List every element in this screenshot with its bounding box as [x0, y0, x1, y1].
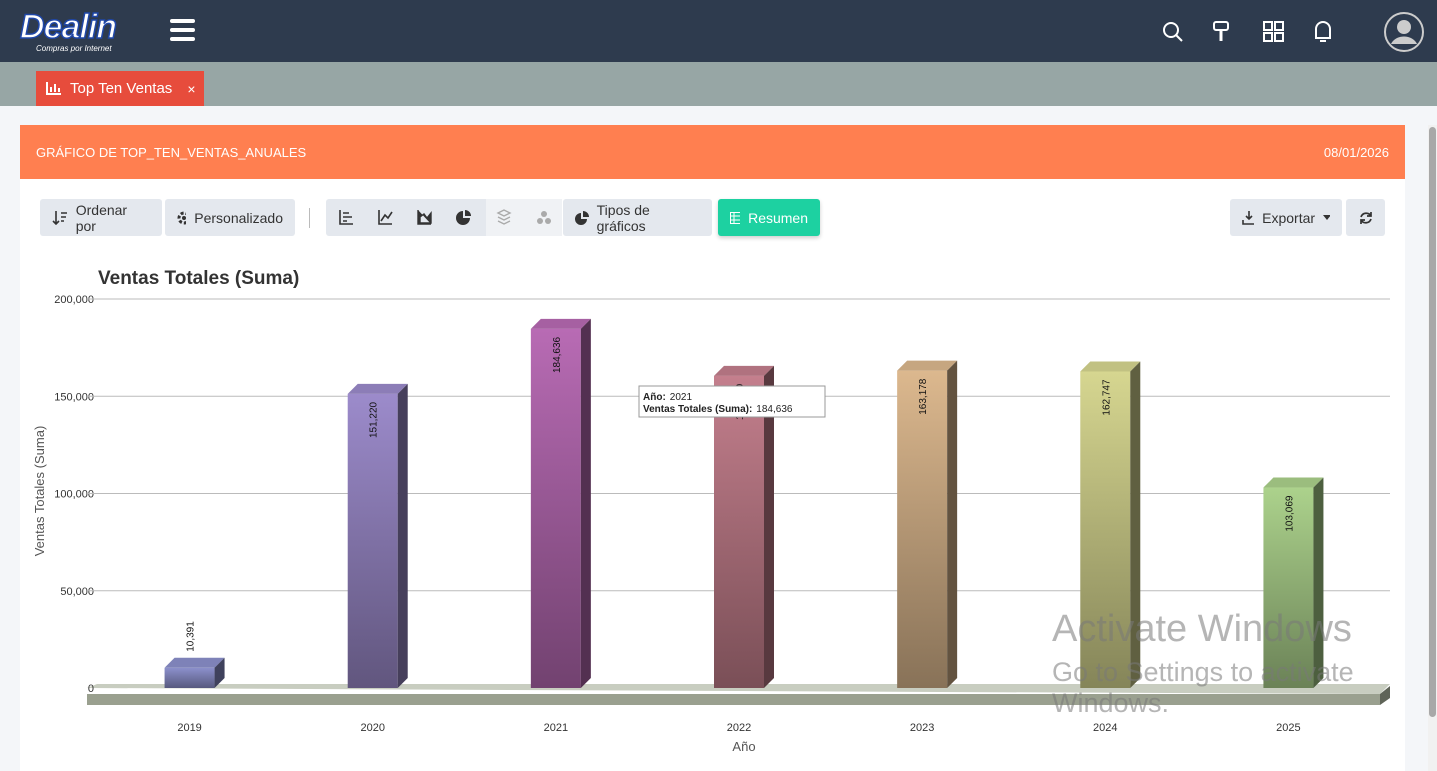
export-label: Exportar	[1262, 209, 1316, 226]
refresh-button[interactable]	[1346, 199, 1385, 236]
bar	[897, 370, 948, 688]
tooltip-key: Ventas Totales (Suma):	[643, 404, 752, 415]
sort-label: Ordenar por	[75, 201, 128, 234]
nav-icons[interactable]	[1160, 20, 1340, 44]
bar-top	[164, 657, 225, 668]
chart-title: Ventas Totales (Suma)	[98, 268, 299, 289]
tooltip-line: Año: 2021	[643, 392, 692, 403]
x-tick-label: 2025	[1276, 722, 1300, 734]
bar	[164, 667, 215, 688]
y-tick-label: 200,000	[54, 294, 94, 306]
avatar[interactable]	[1383, 11, 1425, 53]
data-label: 103,069	[1284, 495, 1295, 532]
data-label: 184,636	[552, 336, 563, 373]
bar-side	[764, 365, 774, 688]
data-label: 163,178	[918, 378, 929, 415]
data-label: 162,747	[1101, 379, 1112, 416]
y-axis-title: Ventas Totales (Suma)	[32, 426, 47, 557]
tooltip-key: Año:	[643, 392, 666, 403]
chart-types-button[interactable]: Tipos de gráficos	[563, 199, 712, 236]
bar	[714, 375, 764, 688]
x-tick-label: 2022	[727, 722, 751, 734]
bar-top	[1263, 477, 1324, 488]
bar	[1263, 487, 1314, 688]
data-label: 10,391	[186, 621, 197, 652]
bar-side	[580, 318, 591, 688]
bar-top	[897, 360, 958, 371]
bar-top	[347, 383, 408, 394]
panel-date: 08/01/2026	[1323, 145, 1389, 160]
export-button[interactable]: Exportar	[1230, 199, 1342, 236]
bar-top	[714, 365, 774, 376]
panel-title: GRÁFICO DE TOP_TEN_VENTAS_ANUALES	[36, 145, 307, 160]
sort-button[interactable]: Ordenar por	[40, 199, 162, 236]
panel-header: GRÁFICO DE TOP_TEN_VENTAS_ANUALES 08/01/…	[20, 125, 1405, 179]
bar-side	[397, 383, 408, 688]
summary-label: Resumen	[748, 209, 808, 226]
bar-top	[1080, 361, 1141, 372]
tab[interactable]: Top Ten Ventas ×	[36, 71, 204, 106]
scrollbar[interactable]	[1428, 125, 1437, 771]
y-tick-label: 0	[88, 683, 94, 695]
chart-types-label: Tipos de gráficos	[596, 201, 650, 234]
x-tick-label: 2019	[177, 722, 201, 734]
custom-button[interactable]: Personalizado	[165, 199, 295, 236]
x-tick-label: 2020	[360, 722, 384, 734]
x-tick-label: 2021	[544, 722, 568, 734]
bar	[530, 328, 581, 688]
separator	[309, 208, 310, 228]
y-tick-label: 100,000	[54, 489, 94, 501]
chart-type-group[interactable]	[326, 199, 562, 236]
x-tick-label: 2024	[1093, 722, 1117, 734]
floor-side	[1380, 686, 1390, 705]
navbar: Dealin Compras por Internet	[0, 0, 1437, 62]
y-tick-label: 50,000	[60, 586, 94, 598]
floor-front	[87, 694, 1380, 705]
chart-type-icons[interactable]	[326, 199, 562, 236]
bar-side	[214, 657, 225, 688]
bar-side	[1313, 477, 1324, 688]
x-tick-label: 2023	[910, 722, 934, 734]
y-tick-label: 150,000	[54, 391, 94, 403]
x-axis-title: Año	[732, 739, 755, 754]
tooltip-value: 184,636	[756, 404, 793, 415]
bar-top	[530, 318, 591, 329]
tab-label: Top Ten Ventas	[70, 80, 173, 97]
bar-side	[1130, 361, 1141, 688]
data-label: 151,220	[369, 401, 380, 438]
bar	[347, 393, 398, 688]
bar	[1080, 371, 1131, 688]
tooltip-value: 2021	[670, 392, 693, 403]
menu-icon[interactable]	[170, 18, 196, 44]
summary-button[interactable]: Resumen	[718, 199, 820, 236]
tooltip-line: Ventas Totales (Suma): 184,636	[643, 404, 793, 415]
logo[interactable]: Dealin	[19, 7, 118, 47]
tab-bar: Top Ten Ventas ×	[0, 62, 1437, 106]
logo-tagline: Compras por Internet	[36, 44, 112, 53]
custom-label: Personalizado	[194, 209, 283, 226]
floor-top	[87, 684, 1390, 694]
tooltip-box	[638, 385, 826, 418]
bar-side	[947, 360, 958, 688]
tab-icon	[46, 82, 61, 95]
tab-close[interactable]: ×	[187, 80, 196, 97]
